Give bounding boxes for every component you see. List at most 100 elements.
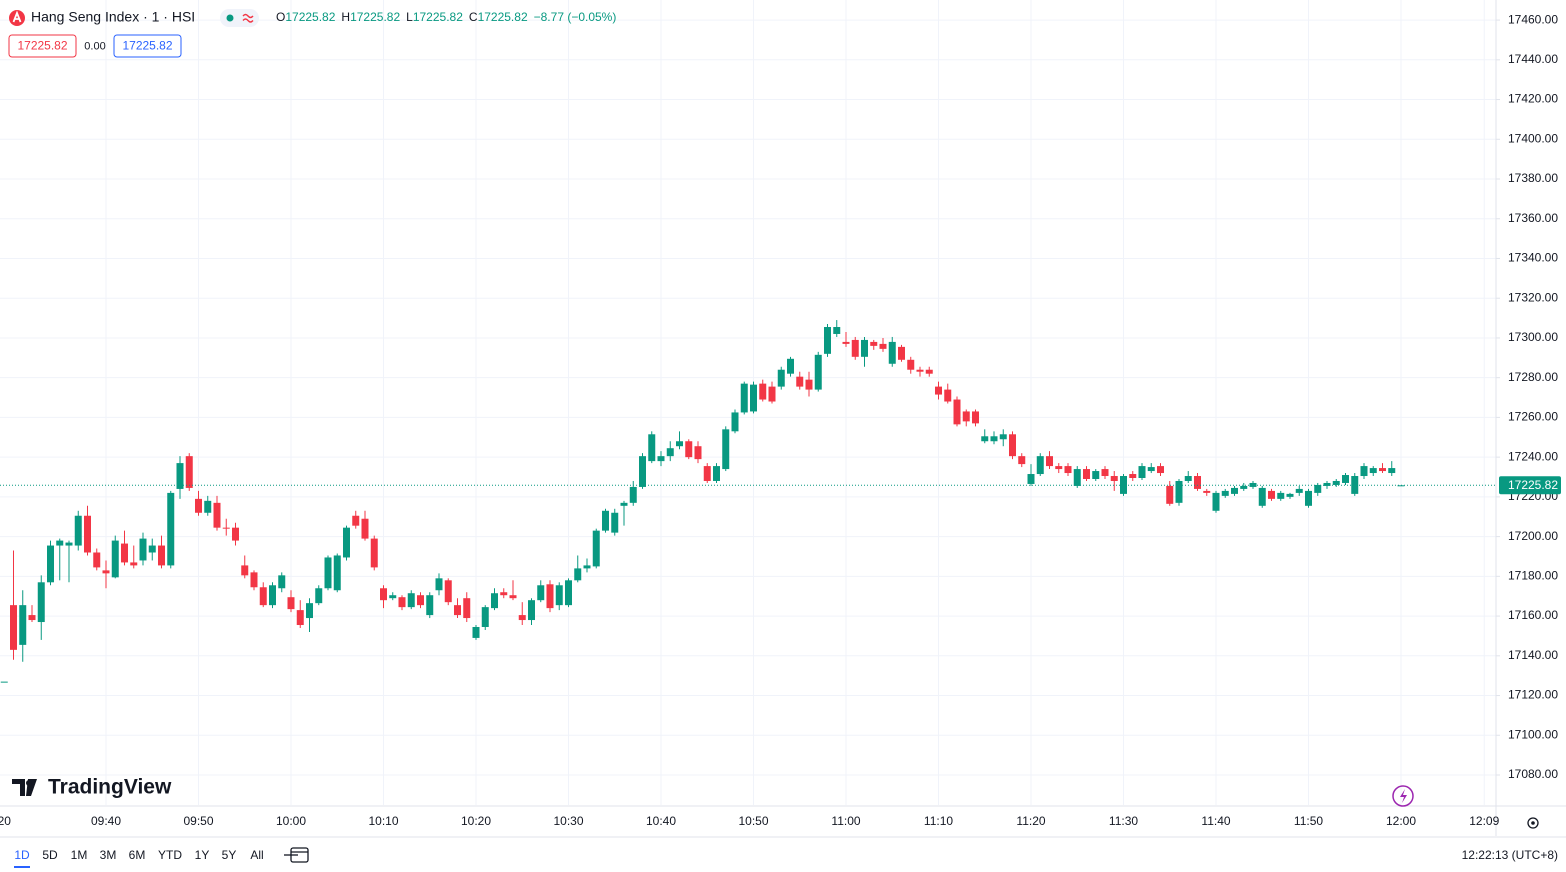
candle-body xyxy=(315,588,323,604)
sell-button[interactable] xyxy=(8,34,77,58)
candle-body xyxy=(278,575,286,589)
range-button[interactable]: 5D xyxy=(42,848,58,862)
candle-body xyxy=(750,384,757,412)
events-icon[interactable] xyxy=(1392,785,1414,807)
candle-body xyxy=(1184,476,1192,481)
y-tick-label: 17300.00 xyxy=(1508,330,1558,344)
settings-icon[interactable] xyxy=(1527,817,1539,829)
status-pill[interactable] xyxy=(220,9,259,27)
x-tick-label: 12:00 xyxy=(1386,814,1416,828)
candle-body xyxy=(731,412,739,432)
candle-body xyxy=(195,498,202,513)
legend-value: 17225.82 xyxy=(350,10,400,24)
range-button[interactable]: All xyxy=(250,848,263,862)
candle-body xyxy=(1027,474,1035,484)
y-tick-label: 17180.00 xyxy=(1508,569,1558,583)
candle-body xyxy=(287,597,295,610)
range-button[interactable]: 1D xyxy=(14,848,30,862)
y-tick-label: 17200.00 xyxy=(1508,529,1558,543)
candle-body xyxy=(657,456,665,462)
buy-button[interactable] xyxy=(113,34,182,58)
y-tick-label: 17320.00 xyxy=(1508,290,1558,304)
symbol-logo xyxy=(9,10,25,26)
candle-body xyxy=(1092,471,1100,479)
candle-body xyxy=(1120,476,1127,494)
y-tick-label: 17360.00 xyxy=(1508,211,1558,225)
candle-body xyxy=(592,530,600,567)
candle-body xyxy=(1379,468,1386,472)
candle-body xyxy=(1231,487,1238,494)
candle-body xyxy=(426,595,434,616)
candle-body xyxy=(148,545,156,553)
candle-body xyxy=(861,339,868,357)
candle-body xyxy=(1351,476,1359,494)
watermark[interactable]: TradingView xyxy=(48,776,172,799)
candle-body xyxy=(1203,490,1211,493)
candle-body xyxy=(907,359,915,370)
range-button[interactable]: 6M xyxy=(129,848,146,862)
candle-body xyxy=(1110,476,1118,481)
x-tick-label: 11:30 xyxy=(1109,814,1138,828)
x-tick-label: 10:00 xyxy=(276,814,306,828)
candle-body xyxy=(1083,469,1090,479)
candle-body xyxy=(1018,456,1026,465)
x-tick-label: 20 xyxy=(0,814,11,828)
candle-body xyxy=(722,429,730,470)
candle-body xyxy=(1258,487,1266,506)
candle-body xyxy=(518,615,526,621)
candle-body xyxy=(509,595,517,599)
candle-body xyxy=(1073,469,1081,486)
range-button[interactable]: 5Y xyxy=(222,848,237,862)
candle-body xyxy=(583,565,591,569)
candle-body xyxy=(84,515,91,553)
candle-body xyxy=(463,598,471,619)
candle-body xyxy=(10,605,17,650)
candle-body xyxy=(333,555,341,591)
candle-body xyxy=(1360,466,1368,477)
candle-body xyxy=(306,603,313,619)
candle-body xyxy=(620,502,628,506)
candle-body xyxy=(1157,466,1164,474)
y-tick-label: 17380.00 xyxy=(1508,171,1558,185)
candle-body xyxy=(602,510,609,531)
candle-body xyxy=(1277,492,1285,499)
candle-body xyxy=(703,466,711,481)
symbol-title[interactable]: Hang Seng Index · 1 · HSI xyxy=(31,9,195,25)
candle-body xyxy=(685,441,693,458)
y-tick-label: 17400.00 xyxy=(1508,131,1558,145)
candle-body xyxy=(1221,490,1229,496)
candle-body xyxy=(1369,468,1377,474)
candle-body xyxy=(1129,474,1137,478)
candle-body xyxy=(37,582,45,623)
range-button[interactable]: 1M xyxy=(71,848,88,862)
range-button[interactable]: YTD xyxy=(158,848,182,862)
candle-body xyxy=(833,327,841,334)
candle-body xyxy=(1388,468,1396,474)
candle-body xyxy=(999,434,1007,440)
grid-layer xyxy=(0,0,1496,805)
candle-body xyxy=(1314,484,1322,493)
candle-body xyxy=(1009,434,1016,457)
y-tick-label: 17280.00 xyxy=(1508,370,1558,384)
candle-body xyxy=(777,369,785,387)
candle-body xyxy=(370,538,378,568)
range-button[interactable]: 3M xyxy=(100,848,117,862)
range-button[interactable]: 1Y xyxy=(195,848,210,862)
candle-body xyxy=(1342,475,1349,483)
candle-body xyxy=(879,343,887,349)
buy-price: 17225.82 xyxy=(122,39,172,53)
sell-price: 17225.82 xyxy=(17,39,67,53)
candle-body xyxy=(259,587,267,606)
candle-body xyxy=(102,570,110,574)
candle-body xyxy=(629,486,637,503)
x-tick-label: 11:10 xyxy=(924,814,953,828)
candle-body xyxy=(1240,485,1248,489)
x-tick-label: 12:09 xyxy=(1469,814,1499,828)
y-tick-label: 17460.00 xyxy=(1508,12,1558,26)
y-tick-label: 17440.00 xyxy=(1508,52,1558,66)
candle-body xyxy=(574,568,582,581)
clock[interactable]: 12:22:13 (UTC+8) xyxy=(1462,848,1558,862)
candle-body xyxy=(1268,490,1275,499)
candle-body xyxy=(759,383,767,400)
